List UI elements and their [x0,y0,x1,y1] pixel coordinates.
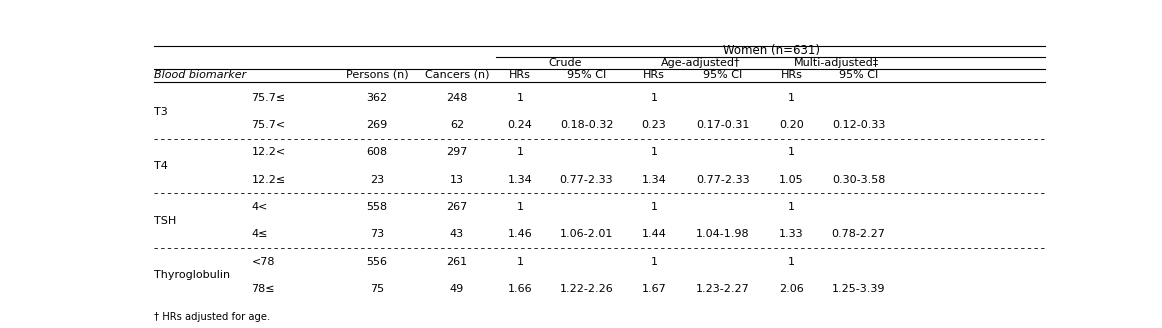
Text: 0.23: 0.23 [641,120,667,130]
Text: 62: 62 [450,120,464,130]
Text: Crude: Crude [548,58,582,68]
Text: 1: 1 [516,148,523,157]
Text: 261: 261 [446,256,467,267]
Text: 4≤: 4≤ [251,229,268,239]
Text: T3: T3 [155,107,168,116]
Text: HRs: HRs [509,70,531,80]
Text: 1: 1 [651,148,658,157]
Text: 0.77-2.33: 0.77-2.33 [696,175,749,185]
Text: 1: 1 [516,93,523,103]
Text: 1: 1 [516,256,523,267]
Text: Persons (n): Persons (n) [346,70,409,80]
Text: 0.18-0.32: 0.18-0.32 [560,120,614,130]
Text: 248: 248 [446,93,467,103]
Text: 1.04-1.98: 1.04-1.98 [696,229,749,239]
Text: 1: 1 [651,202,658,212]
Text: T4: T4 [155,161,168,171]
Text: 23: 23 [370,175,385,185]
Text: 362: 362 [366,93,388,103]
Text: Multi-adjusted‡: Multi-adjusted‡ [794,58,878,68]
Text: 1.34: 1.34 [641,175,667,185]
Text: 0.17-0.31: 0.17-0.31 [696,120,749,130]
Text: 49: 49 [450,284,464,294]
Text: 12.2≤: 12.2≤ [251,175,286,185]
Text: 4<: 4< [251,202,268,212]
Text: 1.46: 1.46 [508,229,532,239]
Text: 12.2<: 12.2< [251,148,286,157]
Text: † HRs adjusted for age.: † HRs adjusted for age. [155,313,271,322]
Text: 608: 608 [366,148,388,157]
Text: 43: 43 [450,229,464,239]
Text: 1: 1 [788,202,795,212]
Text: 95% CI: 95% CI [703,70,743,80]
Text: 1.34: 1.34 [508,175,532,185]
Text: 0.78-2.27: 0.78-2.27 [832,229,885,239]
Text: 75.7≤: 75.7≤ [251,93,286,103]
Text: Women (n=631): Women (n=631) [723,44,819,57]
Text: Cancers (n): Cancers (n) [424,70,489,80]
Text: 1.33: 1.33 [779,229,804,239]
Text: 1.23-2.27: 1.23-2.27 [696,284,749,294]
Text: 0.20: 0.20 [779,120,804,130]
Text: 0.30-3.58: 0.30-3.58 [832,175,885,185]
Text: 558: 558 [366,202,388,212]
Text: Age-adjusted†: Age-adjusted† [661,58,740,68]
Text: 1.05: 1.05 [779,175,804,185]
Text: 267: 267 [446,202,467,212]
Text: HRs: HRs [643,70,665,80]
Text: 2.06: 2.06 [779,284,804,294]
Text: 95% CI: 95% CI [839,70,878,80]
Text: 1: 1 [516,202,523,212]
Text: 1.22-2.26: 1.22-2.26 [560,284,614,294]
Text: Thyroglobulin: Thyroglobulin [155,270,230,280]
Text: 1: 1 [788,148,795,157]
Text: 0.12-0.33: 0.12-0.33 [832,120,885,130]
Text: Blood biomarker: Blood biomarker [155,70,246,80]
Text: 73: 73 [370,229,385,239]
Text: 1.44: 1.44 [641,229,667,239]
Text: 78≤: 78≤ [251,284,275,294]
Text: 297: 297 [446,148,467,157]
Text: 1.66: 1.66 [508,284,532,294]
Text: 75.7<: 75.7< [251,120,286,130]
Text: 269: 269 [366,120,388,130]
Text: 0.24: 0.24 [508,120,532,130]
Text: 1: 1 [788,256,795,267]
Text: 1: 1 [651,93,658,103]
Text: 75: 75 [370,284,385,294]
Text: 95% CI: 95% CI [567,70,607,80]
Text: TSH: TSH [155,215,177,226]
Text: 1: 1 [788,93,795,103]
Text: 1.25-3.39: 1.25-3.39 [832,284,885,294]
Text: 556: 556 [367,256,388,267]
Text: HRs: HRs [781,70,802,80]
Text: 1: 1 [651,256,658,267]
Text: <78: <78 [251,256,275,267]
Text: 1.06-2.01: 1.06-2.01 [560,229,614,239]
Text: 13: 13 [450,175,464,185]
Text: 0.77-2.33: 0.77-2.33 [560,175,614,185]
Text: 1.67: 1.67 [641,284,667,294]
